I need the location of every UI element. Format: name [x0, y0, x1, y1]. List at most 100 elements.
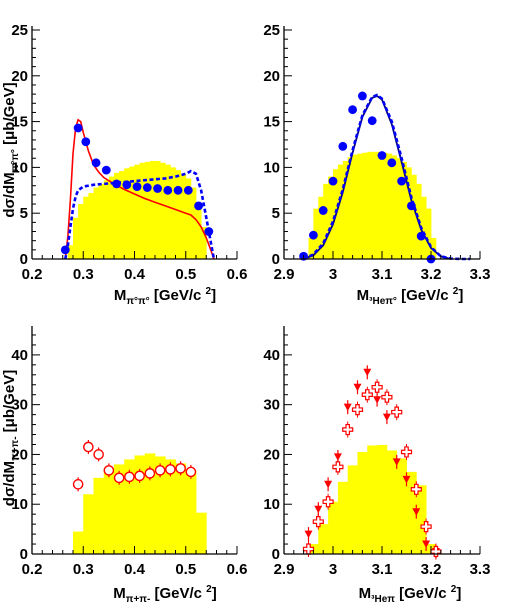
data-point — [416, 231, 426, 241]
histogram-bar — [134, 164, 141, 259]
y-title-bottom-unit: [μb/GeV] — [1, 370, 18, 437]
data-point — [165, 464, 176, 475]
x-axis-title-part: M — [114, 287, 127, 304]
data-point — [400, 446, 413, 458]
x-tick-label: 0.4 — [124, 266, 146, 283]
y-title-bottom: dσ/dMπ+π- [μb/GeV] — [1, 370, 21, 506]
x-tick-label: 3.1 — [372, 266, 393, 283]
data-point — [183, 185, 193, 195]
x-tick-label: 0.6 — [227, 266, 248, 283]
y-title-top: dσ/dMπ°π° [μb/GeV] — [1, 82, 21, 217]
x-axis-title-part: ³Heπ° — [369, 296, 397, 307]
x-tick-label: 0.4 — [124, 561, 146, 578]
histogram-bar — [196, 512, 207, 554]
data-point — [387, 158, 397, 168]
data-point — [175, 463, 186, 474]
panel-bottom-right: 0 10 20 30 40 2.9 3 3.1 3.2 3.3 M³Heπ [GeV/c 2] — [263, 326, 490, 605]
x-axis-title-part: [GeV/c — [397, 287, 453, 304]
data-point — [363, 368, 372, 377]
data-point — [351, 404, 364, 416]
data-point — [93, 449, 104, 460]
x-axis-title-part: 2 — [206, 286, 212, 297]
data-point — [382, 413, 391, 422]
histogram-bar — [67, 245, 74, 259]
y-tick-label: 10 — [11, 496, 28, 513]
data-point — [132, 182, 142, 192]
y-tick-label: 0 — [20, 251, 28, 268]
data-point — [173, 185, 183, 195]
histogram-bar — [308, 237, 314, 259]
data-point — [361, 389, 373, 401]
data-point — [314, 505, 323, 514]
x-tick-label: 0.6 — [227, 561, 248, 578]
histogram-bar — [149, 160, 156, 259]
y-tick-label: 20 — [263, 68, 280, 85]
histogram-bar — [357, 451, 368, 554]
data-point — [420, 521, 432, 533]
y-tick-label: 5 — [272, 205, 280, 222]
histogram-bar — [337, 164, 344, 259]
x-tick-label: 0.3 — [73, 561, 94, 578]
data-point — [72, 479, 84, 490]
data-point — [103, 465, 115, 476]
histogram-bar — [362, 152, 368, 259]
y-tick-label: 15 — [263, 114, 280, 131]
histogram-bar — [342, 160, 349, 259]
x-axis-title: M³Heπ [GeV/c 2] — [359, 584, 462, 605]
histogram-bar — [73, 531, 84, 554]
data-point — [332, 461, 344, 473]
histogram-bar — [165, 459, 176, 554]
histogram-bar — [185, 178, 192, 259]
histogram-bar — [406, 471, 417, 554]
x-axis-title: Mπ°π° [GeV/c 2] — [114, 286, 216, 307]
data-point — [134, 470, 145, 482]
x-tick-label: 2.9 — [274, 266, 295, 283]
x-axis-title-part: 2 — [451, 584, 457, 595]
data-point — [304, 530, 313, 539]
data-point — [402, 475, 411, 484]
histogram-bar — [175, 463, 187, 554]
histogram-bar — [103, 468, 115, 554]
histogram-bar — [377, 444, 388, 554]
histogram-bar — [185, 470, 197, 554]
y-title-bottom-sub: π+π- — [10, 436, 21, 460]
y-tick-label: 40 — [263, 347, 280, 364]
histogram-bar — [386, 450, 398, 554]
histogram-bar — [93, 187, 100, 259]
y-tick-label: 25 — [263, 22, 280, 39]
x-axis-title-part: ] — [456, 585, 461, 602]
histogram-bar — [78, 204, 84, 259]
data-point — [377, 151, 387, 160]
x-axis-title-part: [GeV/c — [395, 585, 451, 602]
histogram-bar — [401, 161, 407, 259]
y-tick-label: 0 — [272, 251, 280, 268]
data-point — [154, 465, 166, 476]
x-axis-title-part: [GeV/c — [150, 585, 206, 602]
y-tick-label: 10 — [263, 159, 280, 176]
histogram-bar — [196, 204, 202, 259]
histogram-bar — [357, 153, 363, 259]
data-point — [348, 105, 357, 115]
data-point — [373, 396, 382, 404]
histogram-bar — [83, 494, 94, 554]
data-point — [204, 227, 214, 236]
curve-dashed-blue — [303, 93, 471, 261]
panel-bottom-left: 0 10 20 30 40 0.2 0.3 0.4 0.5 0.6 Mπ+π- [GeV/c 2] — [11, 326, 247, 605]
x-tick-label: 0.3 — [73, 266, 94, 283]
data-point — [101, 165, 111, 175]
histogram-bar — [396, 458, 407, 554]
data-point — [322, 496, 334, 508]
histogram-bar — [406, 167, 412, 259]
y-tick-label: 20 — [11, 446, 28, 463]
histogram-bar — [201, 226, 207, 259]
data-point — [367, 116, 377, 126]
histogram-bar — [155, 160, 161, 259]
histogram-bar — [103, 180, 110, 259]
data-point — [122, 180, 132, 190]
panel-top-right: 0 5 10 15 20 25 2.9 3 3.1 3.2 3.3 M³Heπ° [GeV/c 2] — [263, 22, 490, 307]
x-axis-title-part: 2 — [453, 286, 459, 297]
histogram-bar — [318, 196, 324, 259]
y-tick-label: 5 — [20, 205, 28, 222]
data-point — [333, 453, 342, 461]
